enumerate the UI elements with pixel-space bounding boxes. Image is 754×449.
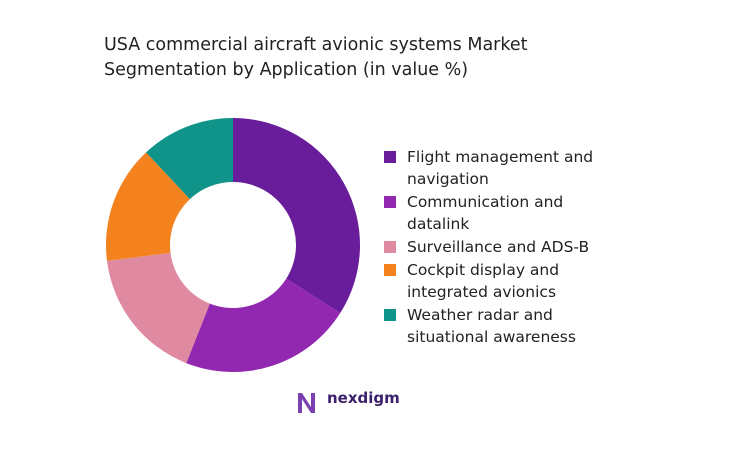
legend-item: Flight management and navigation [384, 146, 624, 190]
legend-label: Communication and datalink [407, 193, 564, 233]
legend-swatch [384, 196, 396, 208]
legend-label: Flight management and navigation [407, 148, 594, 188]
legend-label: Surveillance and ADS-B [407, 238, 590, 256]
legend-swatch [384, 264, 396, 276]
legend-swatch [384, 241, 396, 253]
legend-item: Surveillance and ADS-B [384, 236, 624, 258]
legend-label: Weather radar and situational awareness [407, 306, 576, 346]
legend: Flight management and navigation Communic… [384, 146, 624, 349]
brand: nexdigm [327, 389, 400, 407]
chart-title: USA commercial aircraft avionic systems … [104, 35, 528, 80]
slice [105, 152, 190, 261]
slice [107, 252, 210, 364]
legend-item: Communication and datalink [384, 191, 624, 235]
slice [146, 118, 233, 200]
legend-label: Cockpit display and integrated avionics [407, 261, 560, 301]
logo-icon [298, 393, 315, 413]
legend-item: Cockpit display and integrated avionics [384, 259, 624, 303]
legend-swatch [384, 151, 396, 163]
donut [105, 118, 360, 372]
legend-item: Weather radar and situational awareness [384, 304, 624, 348]
slice [233, 118, 360, 314]
legend-swatch [384, 309, 396, 321]
slice [186, 278, 341, 372]
